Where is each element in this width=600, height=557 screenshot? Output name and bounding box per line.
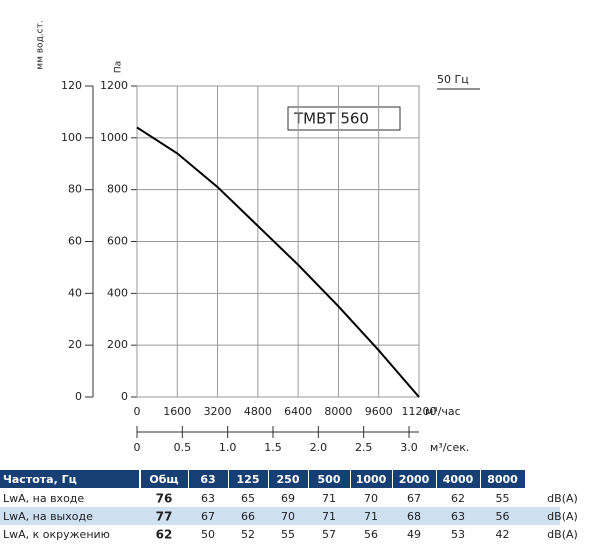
y-tick-label: 200 xyxy=(107,338,128,351)
x-tick-label: 11200 xyxy=(402,405,437,418)
cell: 76 xyxy=(156,492,173,506)
header-cell xyxy=(437,470,480,488)
x-tick-label: 1600 xyxy=(163,405,191,418)
header-text: Общ xyxy=(149,473,178,486)
cell: 56 xyxy=(364,528,378,541)
y-tick-label: 0 xyxy=(121,390,128,403)
header-text: 250 xyxy=(277,473,300,486)
annotation-box xyxy=(287,106,401,131)
x2-tick-label: 1.0 xyxy=(219,441,237,454)
header-text: 2000 xyxy=(399,473,430,486)
x-tick-label: 0 xyxy=(134,405,141,418)
cell: LwA, к окружению xyxy=(3,528,110,541)
x-label: м³/час xyxy=(425,405,461,418)
x2-tick-label: 0 xyxy=(134,441,141,454)
frequency-label: 50 Гц xyxy=(437,73,469,86)
header-cell xyxy=(309,470,350,488)
header-cell xyxy=(481,470,525,488)
cell: 62 xyxy=(156,528,173,542)
y2-tick-label: 20 xyxy=(68,338,82,351)
header-cell xyxy=(351,470,392,488)
header-text: 63 xyxy=(200,473,215,486)
cell: 50 xyxy=(201,528,215,541)
header-cell xyxy=(229,470,268,488)
cell: dB(A) xyxy=(547,510,578,523)
cell: 69 xyxy=(281,492,295,505)
header-cell xyxy=(189,470,228,488)
y2-tick-label: 40 xyxy=(68,286,82,299)
cell: 71 xyxy=(322,492,336,505)
cell: 65 xyxy=(241,492,255,505)
header-text: 1000 xyxy=(356,473,387,486)
cell: 56 xyxy=(496,510,510,523)
x2-tick-label: 2.0 xyxy=(310,441,328,454)
cell: 52 xyxy=(241,528,255,541)
cell: 63 xyxy=(201,492,215,505)
x-tick-label: 8000 xyxy=(324,405,352,418)
x-tick-label: 6400 xyxy=(284,405,312,418)
header-cell xyxy=(269,470,308,488)
cell: 66 xyxy=(241,510,255,523)
x2-label: м³/сек. xyxy=(430,441,469,454)
y-tick-label: 1000 xyxy=(100,131,128,144)
x2-tick-label: 3.0 xyxy=(400,441,418,454)
y-tick-label: 1200 xyxy=(100,79,128,92)
cell: LwA, на входе xyxy=(3,492,84,505)
header-text: 500 xyxy=(318,473,341,486)
header-cell xyxy=(0,470,139,488)
y2-tick-label: 100 xyxy=(61,131,82,144)
x2-tick-label: 2.5 xyxy=(355,441,373,454)
y2-tick-label: 120 xyxy=(61,79,82,92)
cell: 57 xyxy=(322,528,336,541)
y-tick-label: 400 xyxy=(107,286,128,299)
cell: LwA, на выходе xyxy=(3,510,93,523)
x2-tick-label: 1.5 xyxy=(264,441,282,454)
cell: 77 xyxy=(156,510,173,524)
y-tick-label: 800 xyxy=(107,183,128,196)
cell: dB(A) xyxy=(547,492,578,505)
header-cell xyxy=(393,470,436,488)
x-tick-label: 4800 xyxy=(244,405,272,418)
cell: 71 xyxy=(322,510,336,523)
cell: 55 xyxy=(281,528,295,541)
cell: dB(A) xyxy=(547,528,578,541)
x-tick-label: 3200 xyxy=(204,405,232,418)
x-tick-label: 9600 xyxy=(365,405,393,418)
y2-tick-label: 60 xyxy=(68,235,82,248)
annotation: TMBT 560 xyxy=(293,110,369,128)
cell: 53 xyxy=(451,528,465,541)
curve xyxy=(136,126,420,398)
header-text: Частота, Гц xyxy=(3,473,77,486)
cell: 55 xyxy=(496,492,510,505)
cell: 67 xyxy=(201,510,215,523)
y2-tick-label: 0 xyxy=(75,390,82,403)
y-label: Па xyxy=(114,61,124,73)
cell: 68 xyxy=(407,510,421,523)
cell: 70 xyxy=(364,492,378,505)
cell: 71 xyxy=(364,510,378,523)
y2-label: мм вод.ст. xyxy=(36,20,46,69)
cell: 63 xyxy=(451,510,465,523)
header-text: 125 xyxy=(237,473,260,486)
row-bg xyxy=(0,507,560,525)
y-tick-label: 600 xyxy=(107,235,128,248)
cell: 70 xyxy=(281,510,295,523)
header-text: 8000 xyxy=(487,473,518,486)
header-text: 4000 xyxy=(443,473,474,486)
x2-tick-label: 0.5 xyxy=(174,441,192,454)
cell: 67 xyxy=(407,492,421,505)
y2-tick-label: 80 xyxy=(68,183,82,196)
cell: 62 xyxy=(451,492,465,505)
header-cell xyxy=(141,470,188,488)
cell: 49 xyxy=(407,528,421,541)
cell: 42 xyxy=(496,528,510,541)
